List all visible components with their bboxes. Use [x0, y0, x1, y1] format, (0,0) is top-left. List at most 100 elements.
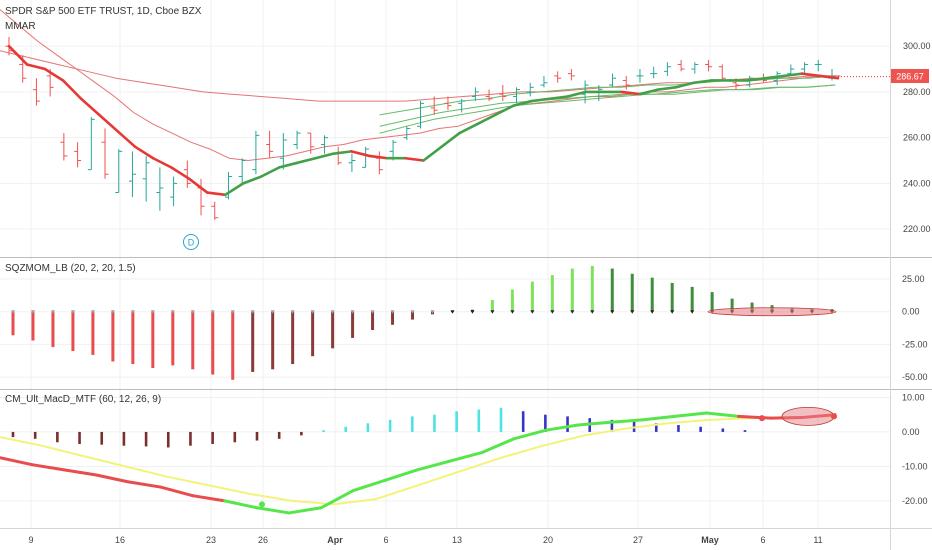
macd-histogram-bar — [499, 407, 503, 432]
macd-line-segment-down — [30, 463, 66, 472]
squeeze-dot — [30, 310, 35, 314]
ema-segment-down — [7, 44, 29, 66]
dividend-event-marker[interactable]: D — [183, 234, 199, 250]
macd-cross-down-marker — [759, 415, 765, 422]
squeeze-dot — [630, 310, 635, 314]
time-tick-label: Apr — [327, 535, 343, 545]
macd-line-segment-up — [448, 451, 484, 463]
macd-title[interactable]: CM_Ult_MacD_MTF (60, 12, 26, 9) — [5, 394, 162, 405]
time-tick-label: 6 — [383, 535, 388, 545]
squeeze-highlight-ellipse — [707, 307, 837, 317]
ema-segment-up — [223, 182, 245, 197]
macd-histogram-bar — [410, 416, 414, 432]
squeeze-dot — [410, 310, 415, 314]
momentum-bar — [490, 299, 494, 312]
macd-tick-label: 10.00 — [902, 392, 925, 402]
momentum-bar — [91, 311, 95, 355]
ema-segment-down — [368, 154, 389, 160]
squeeze-dot — [230, 310, 235, 314]
price-tick-label: 260.00 — [903, 133, 931, 143]
momentum-bar — [730, 298, 734, 312]
squeeze-dot — [610, 310, 615, 314]
macd-histogram-bar — [477, 409, 481, 432]
macd-histogram-bar — [344, 426, 348, 432]
momentum-bar — [550, 275, 554, 312]
squeeze-tick-label: 0.00 — [902, 307, 920, 317]
price-pane[interactable] — [0, 9, 890, 220]
momentum-bar — [590, 265, 594, 312]
macd-axis[interactable]: 10.00 0.00 -10.00 -20.00 — [902, 392, 928, 505]
momentum-bar — [251, 311, 255, 372]
macd-line-segment-up — [512, 428, 548, 441]
macd-line-segment-up — [480, 437, 516, 455]
macd-line-segment-up — [705, 411, 741, 418]
momentum-bar — [31, 311, 35, 341]
macd-tick-label: -20.00 — [902, 496, 928, 506]
ema-segment-down — [800, 72, 822, 78]
ema-segment-down — [169, 166, 191, 181]
macd-tick-label: -10.00 — [902, 461, 928, 471]
squeeze-dot — [310, 310, 315, 314]
ema-segment-up — [476, 113, 497, 126]
macd-histogram-bar — [277, 431, 281, 439]
momentum-bar — [411, 311, 415, 320]
squeeze-dot — [90, 310, 95, 314]
time-tick-label: 16 — [115, 535, 125, 545]
gridlines — [0, 0, 890, 528]
ema-segment-down — [25, 63, 47, 71]
time-tick-label: 27 — [633, 535, 643, 545]
ema-segment-down — [97, 113, 119, 133]
ema-segment-up — [656, 86, 678, 91]
squeeze-momentum-pane[interactable] — [11, 265, 837, 380]
ema-segment-up — [764, 74, 786, 80]
time-tick-label: 26 — [258, 535, 268, 545]
macd-line-segment-up — [351, 478, 387, 493]
macd-histogram-bar — [189, 431, 192, 446]
macd-line-segment-up — [544, 423, 580, 432]
momentum-bar — [11, 311, 15, 336]
macd-cross-up-marker — [259, 501, 265, 508]
macd-histogram-bar — [33, 431, 37, 439]
price-axis[interactable]: 220.00 240.00 260.00 280.00 300.00 — [903, 41, 931, 234]
green-ribbon-slow — [379, 84, 836, 134]
ema-segment-up — [782, 72, 804, 78]
momentum-bar — [271, 311, 275, 370]
time-axis[interactable]: 9 16 23 26 Apr 6 13 20 27 May 6 11 — [28, 535, 822, 545]
macd-line-segment-up — [608, 418, 644, 424]
price-indicator-title[interactable]: MMAR — [5, 21, 36, 32]
squeeze-dot — [490, 310, 495, 314]
macd-line-segment-up — [255, 506, 291, 515]
ribbon-line-slow — [0, 50, 841, 102]
momentum-bar — [231, 311, 235, 380]
macd-histogram-bar — [100, 431, 104, 445]
squeeze-dot — [450, 310, 455, 314]
squeeze-dot — [370, 310, 375, 314]
macd-histogram-bar — [743, 430, 747, 432]
momentum-bar — [311, 311, 315, 357]
macd-histogram-bar — [610, 419, 614, 432]
macd-pane[interactable] — [0, 407, 837, 515]
dividend-marker-circle[interactable] — [183, 234, 199, 250]
ema-segment-down — [115, 129, 137, 149]
ema-segment-up — [746, 76, 768, 82]
macd-line-segment-up — [576, 420, 612, 427]
squeeze-dot — [11, 310, 15, 314]
ema-segment-up — [674, 81, 696, 89]
squeeze-dot — [70, 310, 75, 314]
dividend-marker-label: D — [188, 238, 195, 248]
momentum-bar — [530, 281, 534, 312]
macd-histogram-bar — [166, 431, 170, 448]
squeeze-momentum-axis[interactable]: 25.00 0.00 -25.00 -50.00 — [902, 274, 928, 382]
ema-segment-down — [350, 150, 371, 158]
squeeze-dot — [690, 310, 695, 314]
macd-histogram-bar — [433, 414, 436, 432]
squeeze-dot — [270, 310, 275, 314]
squeeze-dot — [510, 310, 515, 314]
ema-segment-up — [296, 156, 317, 165]
squeeze-momentum-title[interactable]: SQZMOM_LB (20, 2, 20, 1.5) — [5, 263, 136, 274]
price-pane-title[interactable]: SPDR S&P 500 ETF TRUST, 1D, Cboe BZX — [5, 6, 202, 17]
macd-histogram-bar — [255, 431, 259, 441]
ema-segment-up — [638, 88, 660, 96]
time-tick-label: May — [701, 535, 719, 545]
